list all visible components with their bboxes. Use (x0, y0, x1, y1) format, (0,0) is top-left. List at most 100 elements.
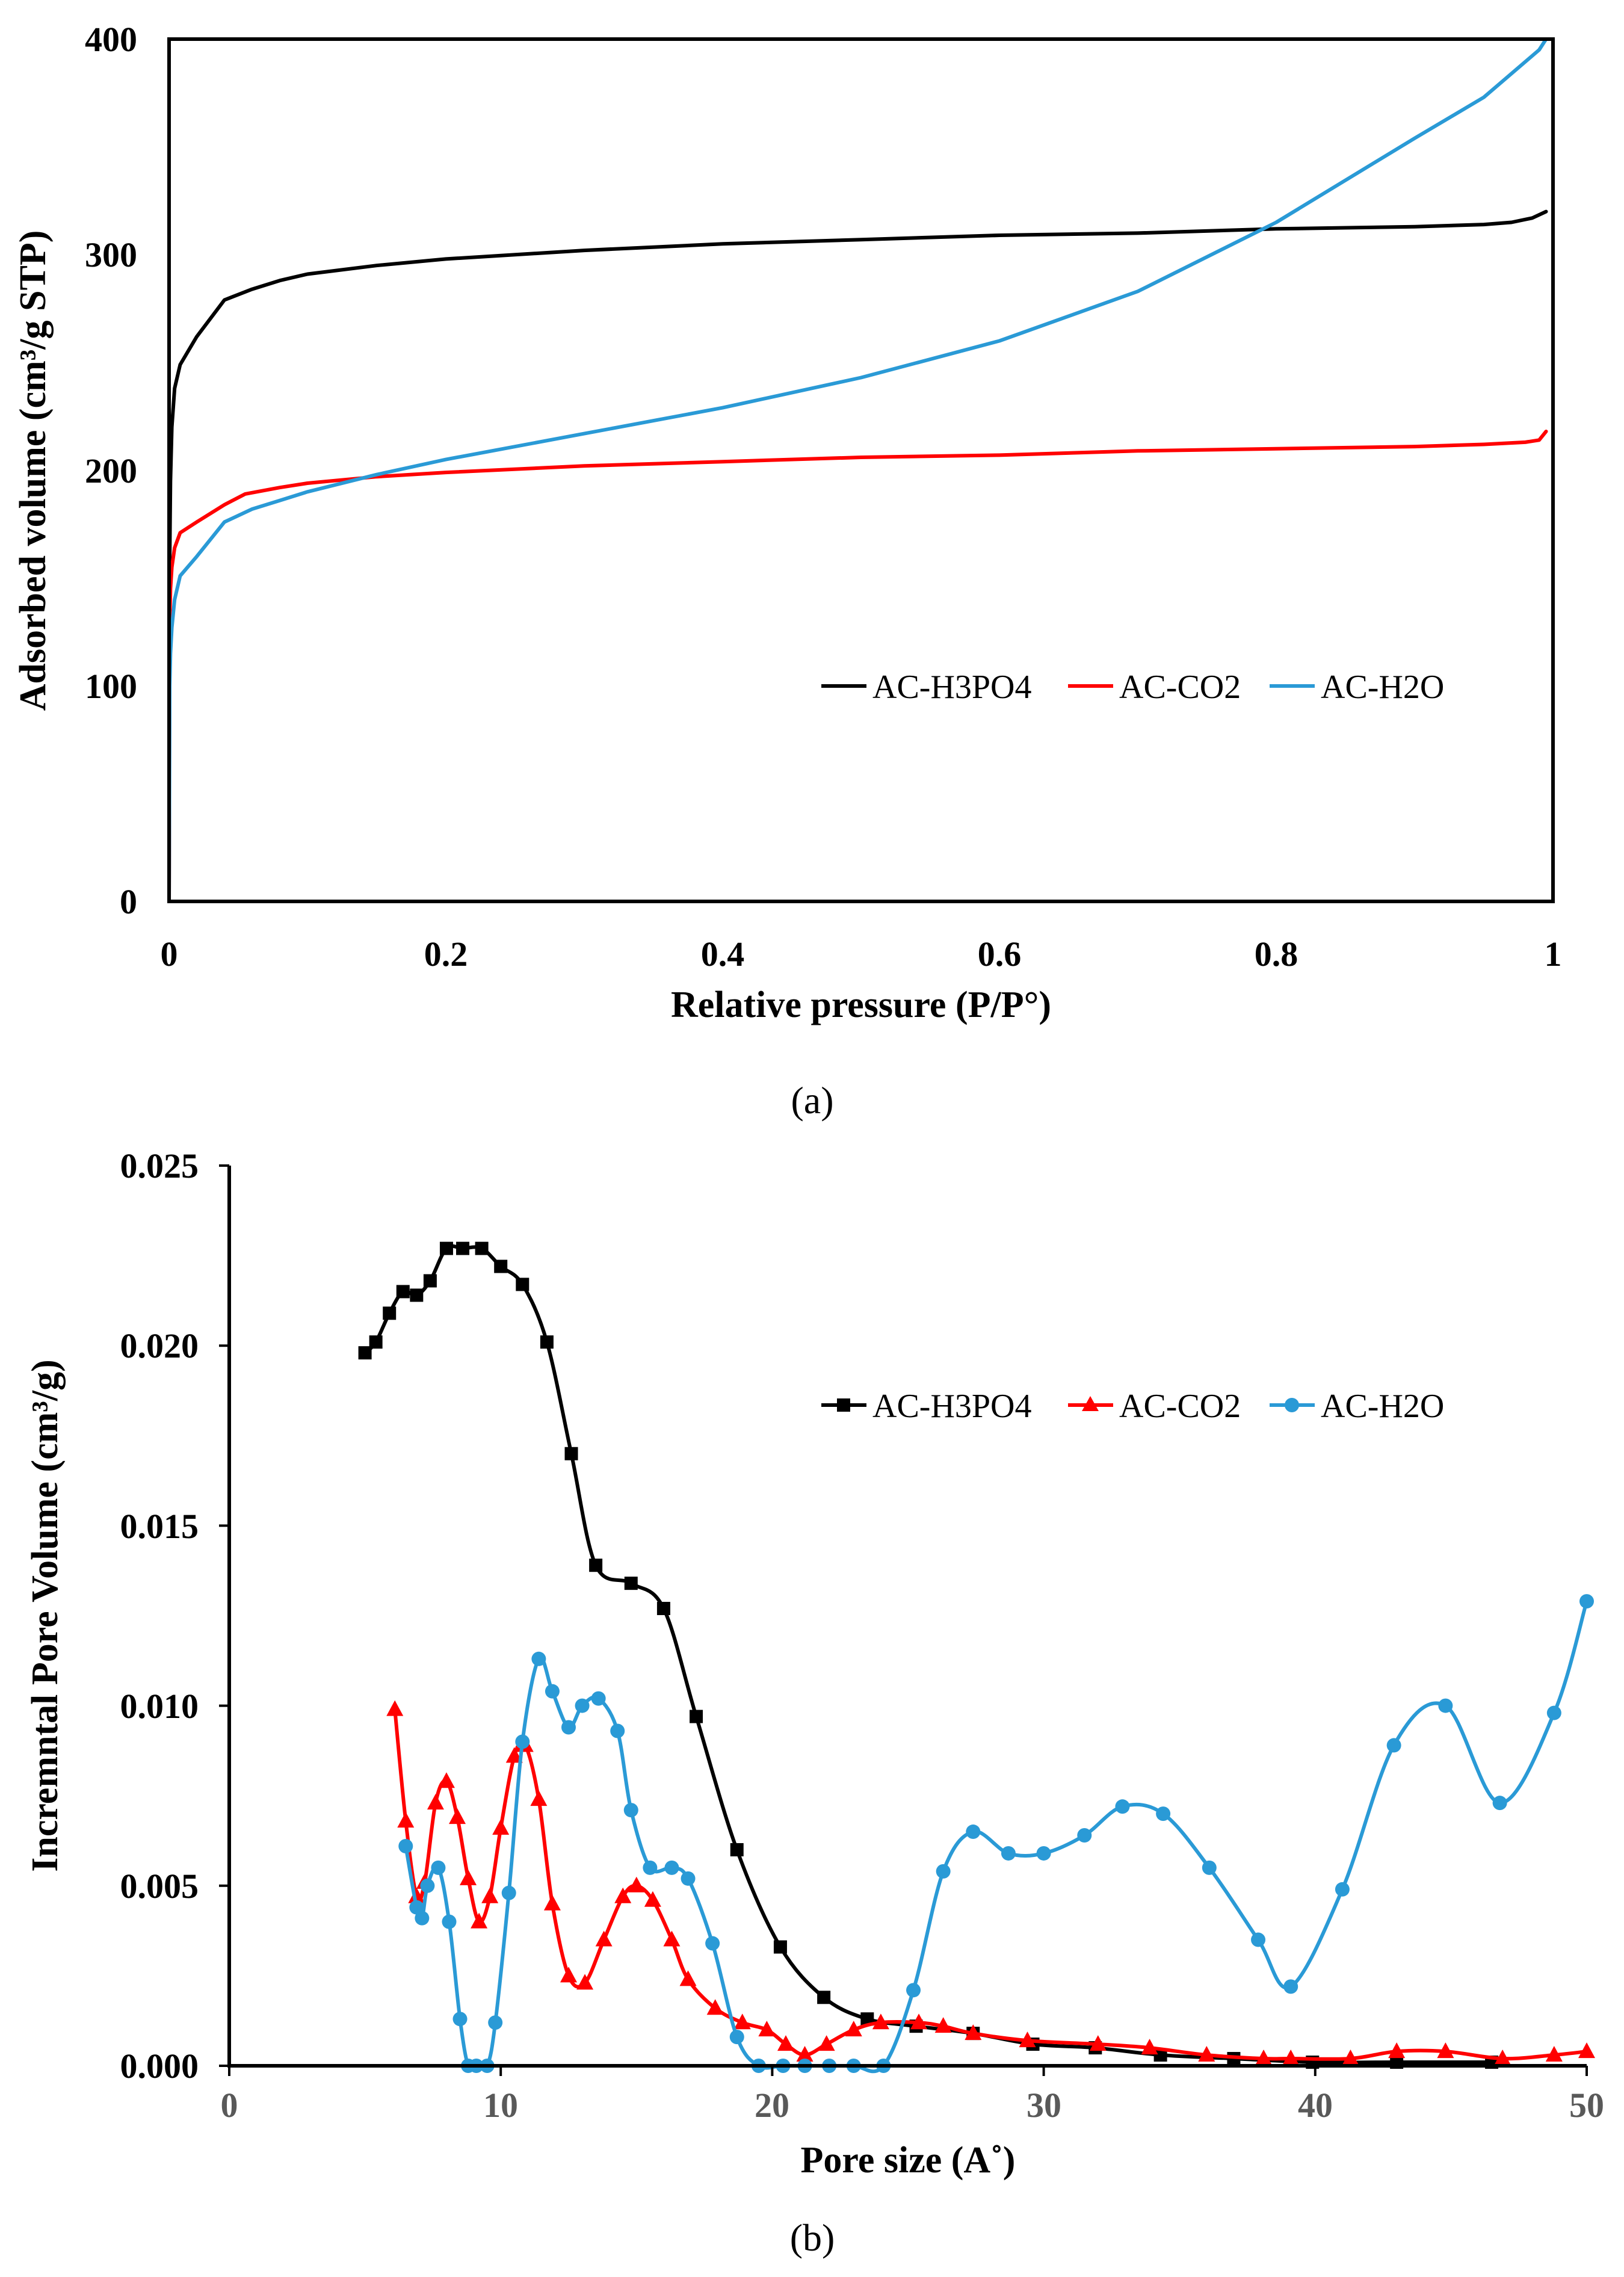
panel-b-data-point-ac-co2 (628, 1876, 645, 1892)
panel-b-data-point-ac-h2o (452, 2012, 468, 2027)
panel-b-data-point-ac-co2 (845, 2021, 862, 2037)
panel-b-data-point-ac-h3po4 (439, 1241, 453, 1255)
panel-b-data-point-ac-h2o (1251, 1932, 1266, 1947)
panel-b-data-point-ac-h3po4 (690, 1710, 703, 1723)
panel-b-legend: AC-H3PO4 AC-CO2 AC-H2O (821, 1388, 1444, 1425)
panel-b-data-point-ac-h3po4 (564, 1447, 578, 1460)
panel-a-y-tick-label: 400 (85, 20, 137, 59)
panel-b-y-axis-title: Incremntal Pore Volume (cm³/g) (25, 1359, 66, 1871)
panel-b-data-point-ac-h2o (681, 1871, 696, 1886)
panel-a-x-tick-label: 1 (1545, 935, 1562, 974)
panel-b-data-point-ac-co2 (481, 1887, 499, 1903)
panel-b-x-tick-label: 0 (221, 2086, 238, 2125)
panel-b-data-point-ac-h3po4 (656, 1602, 670, 1616)
panel-b-y-tick-label: 0.015 (120, 1507, 199, 1546)
panel-b-data-point-ac-h2o (1001, 1846, 1016, 1861)
panel-b-data-point-ac-h2o (420, 1878, 435, 1893)
panel-b-data-point-ac-co2 (427, 1794, 444, 1810)
panel-b-data-point-ac-co2 (872, 2013, 889, 2030)
panel-b-data-point-ac-h3po4 (423, 1274, 437, 1288)
panel-b-data-point-ac-co2 (965, 2024, 982, 2041)
panel-b-data-point-ac-h2o (1335, 1882, 1350, 1897)
panel-b-data-point-ac-co2 (706, 1999, 724, 2015)
panel-b-data-point-ac-co2 (543, 1894, 561, 1911)
panel-b-data-point-ac-co2 (1019, 2031, 1036, 2048)
panel-b-data-point-ac-co2 (758, 2021, 776, 2037)
panel-b-data-point-ac-h2o (1202, 1860, 1217, 1875)
panel-b-x-tick-label: 10 (483, 2086, 518, 2125)
panel-b-data-point-ac-co2 (910, 2013, 928, 2030)
panel-b-data-point-ac-h2o (545, 1684, 560, 1699)
panel-b-data-point-ac-h3po4 (358, 1346, 372, 1360)
panel-b-data-point-ac-co2 (818, 2035, 835, 2051)
panel-b-data-point-ac-co2 (595, 1930, 613, 1947)
panel-b-y-tick-label: 0.000 (120, 2047, 199, 2086)
panel-b-data-point-ac-co2 (492, 1819, 510, 1835)
panel-b-data-point-ac-h2o (1077, 1828, 1092, 1843)
panel-a-x-tick-label: 0 (161, 935, 178, 974)
legend-marker-square (837, 1398, 850, 1412)
panel-b-data-point-ac-co2 (934, 2017, 952, 2033)
panel-b-data-point-ac-co2 (1089, 2035, 1107, 2051)
panel-b-data-point-ac-co2 (576, 1974, 594, 1990)
panel-b-data-point-ac-h2o (575, 1698, 590, 1713)
panel-b-data-point-ac-h2o (610, 1723, 625, 1738)
panel-b-data-point-ac-h2o (966, 1824, 981, 1840)
legend-marker-triangle (1082, 1396, 1099, 1411)
panel-b-data-point-ac-h3po4 (589, 1559, 603, 1572)
panel-b-data-point-ac-co2 (449, 1808, 466, 1824)
panel-b-data-point-ac-h3po4 (860, 2012, 874, 2026)
panel-b-data-point-ac-h2o (1036, 1846, 1051, 1861)
panel-b-data-point-ac-h2o (591, 1691, 606, 1706)
panel-b-data-point-ac-h2o (415, 1911, 430, 1926)
panel-b-data-point-ac-h2o (1283, 1979, 1298, 1994)
legend-label-ac-h2o: AC-H2O (1321, 1388, 1444, 1425)
panel-b-y-tick-label: 0.025 (120, 1146, 199, 1185)
legend-label-ac-co2: AC-CO2 (1119, 1388, 1241, 1425)
panel-a-y-tick-label: 200 (85, 451, 137, 490)
panel-b-data-point-ac-co2 (1437, 2042, 1454, 2059)
panel-b-data-point-ac-h2o (561, 1720, 576, 1735)
panel-b-data-point-ac-co2 (663, 1930, 681, 1947)
panel-b-data-point-ac-h2o (431, 1860, 446, 1875)
panel-b-x-axis-title: Pore size (A˚) (801, 2140, 1016, 2181)
panel-b-data-point-ac-h2o (409, 1900, 424, 1915)
panel-b-data-point-ac-h2o (488, 2015, 503, 2030)
panel-a-x-axis-title: Relative pressure (P/P°) (671, 984, 1051, 1025)
panel-b-data-point-ac-co2 (733, 2013, 751, 2030)
panel-b-data-point-ac-co2 (397, 1812, 415, 1828)
panel-b-data-point-ac-h2o (906, 1983, 921, 1998)
legend-label-ac-h2o: AC-H2O (1321, 669, 1444, 706)
panel-b-data-point-ac-h2o (705, 1936, 720, 1951)
panel-b-data-point-ac-h2o (623, 1803, 638, 1818)
panel-b-data-point-ac-co2 (460, 1869, 477, 1885)
panel-a-x-tick-label: 0.4 (701, 935, 745, 974)
panel-b-data-point-ac-h3po4 (1153, 2048, 1167, 2062)
panel-b-data-point-ac-h3po4 (516, 1278, 529, 1291)
panel-b-data-point-ac-co2 (408, 1887, 425, 1903)
legend-label-ac-h3po4: AC-H3PO4 (872, 669, 1031, 706)
panel-b-data-point-ac-co2 (777, 2035, 794, 2051)
panel-b-data-point-ac-co2 (679, 1970, 697, 1986)
panel-b-data-point-ac-h2o (531, 1651, 546, 1666)
panel-a-series-line-ac-h3po4 (167, 209, 1548, 903)
panel-b-data-point-ac-h3po4 (540, 1335, 554, 1349)
panel-b-data-point-ac-co2 (614, 1887, 632, 1903)
panel-b-data-point-ac-h2o (664, 1860, 679, 1875)
panel-b-data-point-ac-h2o (1438, 1698, 1453, 1713)
panel-b-caption: (b) (790, 2216, 835, 2259)
panel-b-data-point-ac-h2o (398, 1838, 413, 1853)
panel-b-data-point-ac-h2o (1492, 1796, 1507, 1811)
panel-b-data-point-ac-h3po4 (456, 1241, 470, 1255)
panel-b-data-point-ac-h2o (515, 1734, 530, 1749)
panel-b-data-point-ac-h2o (501, 1885, 516, 1900)
panel-b-data-point-ac-h3po4 (396, 1285, 410, 1299)
panel-b-data-point-ac-h2o (729, 2030, 744, 2045)
legend-marker-circle (1285, 1398, 1299, 1412)
panel-b-data-point-ac-co2 (530, 1790, 548, 1806)
panel-b-y-tick-label: 0.010 (120, 1687, 199, 1726)
panel-a-y-tick-label: 0 (120, 882, 137, 921)
panel-b-data-point-ac-h2o (1546, 1705, 1561, 1720)
panel-b-data-point-ac-co2 (1578, 2042, 1595, 2059)
